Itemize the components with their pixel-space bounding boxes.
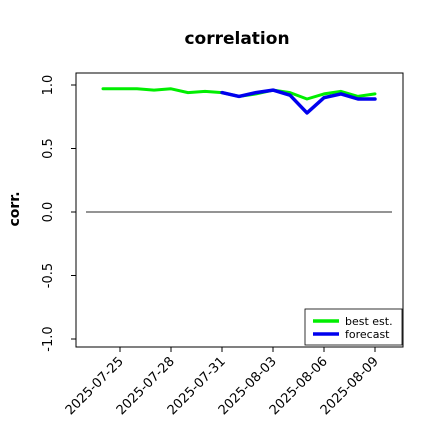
y-tick-label: 1.0 — [41, 75, 56, 96]
y-tick-label: 0.0 — [41, 202, 56, 223]
y-tick-label: -1.0 — [41, 326, 56, 351]
y-tick-label: -0.5 — [41, 263, 56, 288]
legend: best est.forecast — [304, 308, 403, 346]
plot-area: 1.00.50.0-0.5-1.02025-07-252025-07-28202… — [41, 72, 404, 418]
legend-entry: forecast — [345, 328, 390, 341]
legend-box — [304, 308, 403, 346]
y-axis-label: corr. — [7, 191, 23, 226]
legend-entry: best est. — [345, 315, 393, 328]
chart-title: correlation — [184, 29, 289, 49]
plot-frame — [75, 72, 404, 348]
series-line-forecast — [220, 88, 377, 115]
y-tick-label: 0.5 — [41, 138, 56, 159]
